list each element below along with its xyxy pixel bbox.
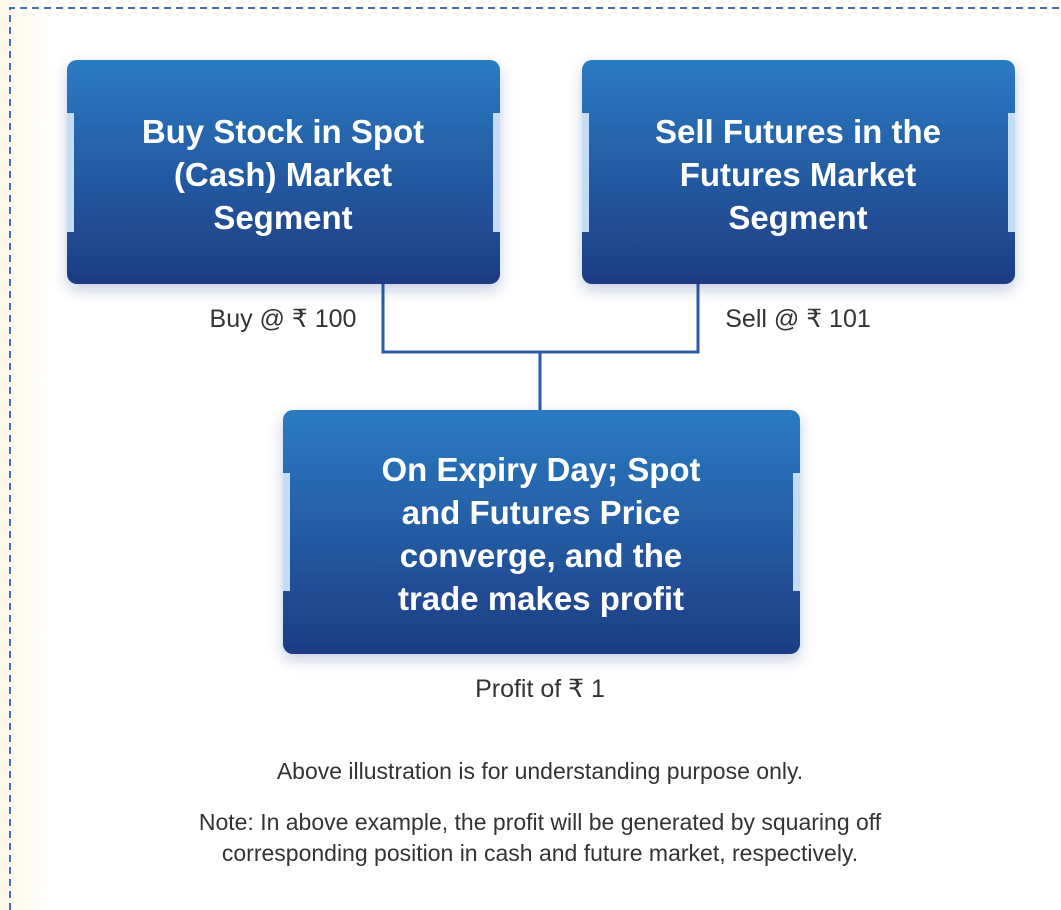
edge-label: Buy @ ₹ 100 (210, 305, 357, 333)
tab (493, 113, 500, 232)
node-box (283, 410, 800, 654)
tab (67, 113, 74, 232)
node-label: Buy Stock in Spot (142, 113, 424, 150)
node: Buy Stock in Spot (Cash) Market Segment (67, 60, 500, 284)
node-box (67, 60, 500, 284)
tab (283, 473, 290, 591)
node-label: and Futures Price (402, 494, 681, 531)
node-label: Sell Futures in the (655, 113, 941, 150)
node-label: converge, and the (400, 537, 682, 574)
tab (1008, 113, 1015, 232)
tab (582, 113, 589, 232)
node-label: trade makes profit (398, 580, 684, 617)
disclaimer: Above illustration is for understanding … (277, 758, 803, 784)
note-line: corresponding position in cash and futur… (222, 840, 858, 866)
node-label: Segment (728, 199, 867, 236)
node: Sell Futures in the Futures Market Segme… (582, 60, 1015, 284)
connectors (381, 284, 700, 410)
dashed-border (9, 7, 1061, 910)
node-label: On Expiry Day; Spot (381, 451, 700, 488)
node-label: Futures Market (680, 156, 917, 193)
node-label: Segment (213, 199, 352, 236)
tab (793, 473, 800, 591)
node-label: (Cash) Market (174, 156, 392, 193)
node-box (582, 60, 1015, 284)
note-line: Note: In above example, the profit will … (199, 809, 882, 835)
edge-label: Sell @ ₹ 101 (725, 305, 871, 333)
edge-label: Profit of ₹ 1 (475, 675, 605, 703)
node: On Expiry Day; Spot and Futures Price co… (283, 410, 800, 654)
